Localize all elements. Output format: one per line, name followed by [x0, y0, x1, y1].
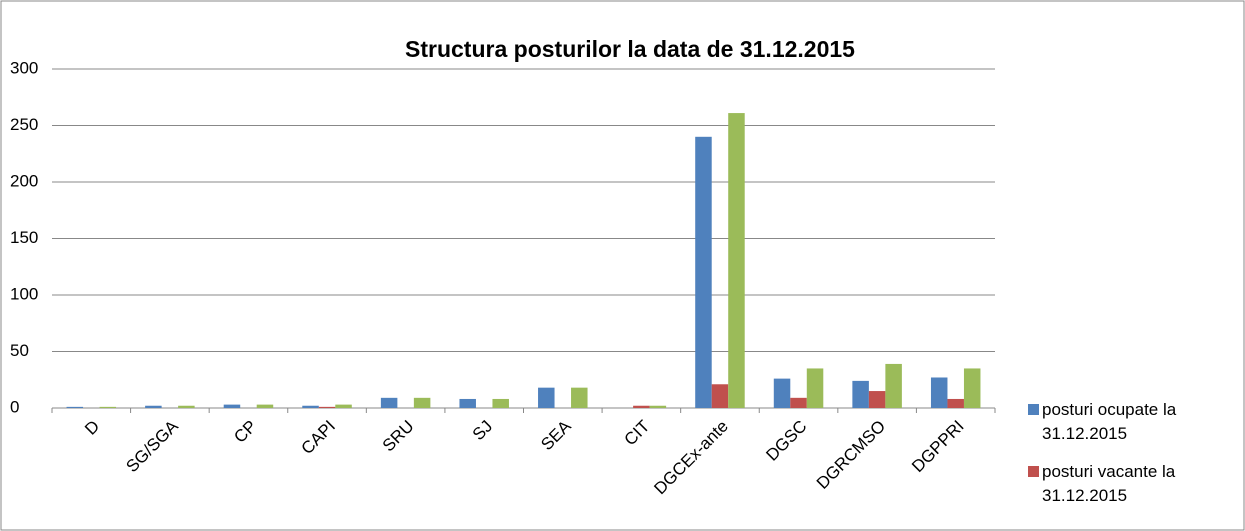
- legend-swatch: [1028, 404, 1039, 415]
- bar: [66, 406, 84, 408]
- bar: [885, 363, 902, 408]
- legend-label: posturi vacante la 31.12.2015: [1042, 462, 1176, 505]
- bar: [335, 404, 352, 408]
- bar: [868, 391, 886, 408]
- bar: [947, 398, 964, 408]
- legend-item: posturi ocupate la 31.12.2015: [1028, 398, 1228, 446]
- chart-title: Structura posturilor la data de 31.12.20…: [405, 36, 855, 62]
- bar: [99, 406, 117, 408]
- legend-label: posturi ocupate la 31.12.2015: [1042, 400, 1177, 443]
- bar: [223, 404, 241, 408]
- bar: [413, 397, 431, 408]
- bar: [806, 368, 824, 408]
- bar: [145, 405, 162, 408]
- y-tick-label: 250: [10, 115, 38, 134]
- bar: [492, 398, 509, 408]
- bar: [728, 113, 745, 408]
- y-tick-label: 150: [10, 228, 38, 247]
- bar: [538, 387, 555, 408]
- legend: posturi ocupate la 31.12.2015 posturi vac…: [1028, 398, 1228, 522]
- bar: [695, 136, 712, 409]
- bar: [773, 378, 791, 408]
- bar: [852, 380, 869, 408]
- bar: [711, 384, 729, 408]
- bar: [963, 368, 981, 408]
- bar: [633, 405, 650, 408]
- y-tick-label: 300: [10, 58, 38, 77]
- bar: [649, 405, 667, 408]
- bar: [380, 397, 398, 408]
- y-tick-label: 200: [10, 171, 38, 190]
- legend-item: posturi vacante la 31.12.2015: [1028, 460, 1228, 508]
- bar: [302, 405, 319, 408]
- bar: [459, 398, 476, 408]
- bar: [790, 397, 807, 408]
- y-tick-label: 0: [10, 397, 19, 416]
- bar: [571, 387, 588, 408]
- y-tick-label: 50: [10, 341, 29, 360]
- bar: [930, 377, 948, 408]
- bar: [256, 404, 274, 408]
- bar: [318, 406, 336, 408]
- y-tick-label: 100: [10, 284, 38, 303]
- bar: [178, 405, 195, 408]
- legend-swatch: [1028, 466, 1039, 477]
